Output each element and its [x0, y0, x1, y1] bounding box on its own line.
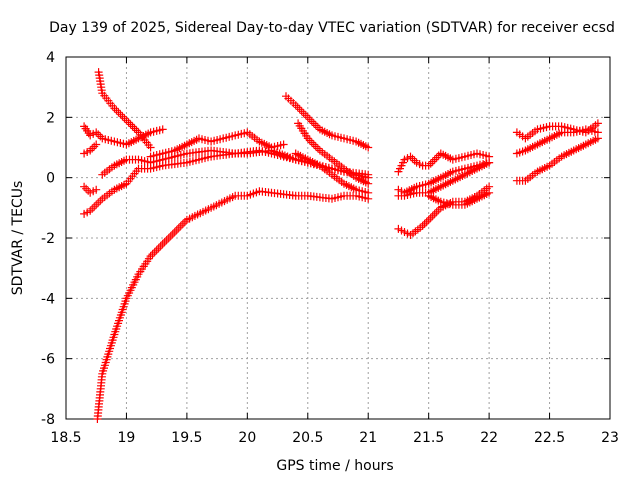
x-tick-label: 21 [359, 430, 377, 446]
series-markers [80, 140, 101, 158]
series-markers [94, 68, 155, 152]
y-tick-label: 2 [46, 110, 55, 126]
series-markers [512, 125, 602, 158]
series-markers [394, 158, 494, 200]
x-tick-label: 22.5 [534, 430, 565, 446]
y-tick-label: 4 [46, 50, 55, 66]
series-markers [394, 158, 494, 197]
x-tick-label: 20.5 [292, 430, 323, 446]
series-track-18 [512, 125, 602, 158]
series-markers [291, 149, 373, 197]
series-track-4 [80, 140, 101, 158]
series-track-10 [294, 119, 373, 188]
series-track-19 [512, 134, 602, 185]
series-track-7 [98, 146, 373, 179]
series-markers [282, 92, 373, 152]
series-track-8 [146, 128, 288, 161]
series-markers [80, 182, 101, 197]
chart-title: Day 139 of 2025, Sidereal Day-to-day VTE… [49, 20, 615, 36]
x-tick-label: 18.5 [50, 430, 81, 446]
x-tick-label: 23 [601, 430, 619, 446]
series-markers [394, 149, 494, 176]
y-tick-label: -8 [41, 412, 55, 428]
series-markers [294, 119, 373, 188]
axis-ticks: 18.5 19 19.5 20 20.5 21 21.5 22 22.5 23 -8 -6 -4 -2 0 2… [41, 50, 619, 446]
y-tick-label: 0 [46, 171, 55, 187]
series-track-2 [94, 68, 155, 152]
series-markers [146, 128, 288, 161]
series-track-1 [93, 187, 373, 423]
y-tick-label: -6 [41, 352, 55, 368]
series-track-5 [80, 182, 101, 197]
grid-lines [66, 57, 610, 419]
series-markers [98, 146, 373, 179]
series-track-16 [424, 188, 494, 209]
series-track-13 [394, 158, 494, 197]
data-series [80, 68, 602, 423]
y-tick-label: -2 [41, 231, 55, 247]
series-track-11 [291, 149, 373, 197]
x-tick-label: 20 [238, 430, 256, 446]
y-axis-label: SDTVAR / TECUs [10, 181, 26, 296]
x-tick-label: 21.5 [413, 430, 444, 446]
series-track-3 [80, 122, 167, 149]
y-tick-label: -4 [41, 291, 55, 307]
series-markers [424, 188, 494, 209]
x-tick-label: 19.5 [171, 430, 202, 446]
series-markers [512, 134, 602, 185]
series-markers [93, 187, 373, 423]
series-track-9 [282, 92, 373, 152]
x-tick-label: 19 [118, 430, 136, 446]
x-tick-label: 22 [480, 430, 498, 446]
series-track-14 [394, 158, 494, 200]
x-axis-label: GPS time / hours [276, 458, 393, 474]
series-track-12 [394, 149, 494, 176]
series-markers [80, 122, 167, 149]
